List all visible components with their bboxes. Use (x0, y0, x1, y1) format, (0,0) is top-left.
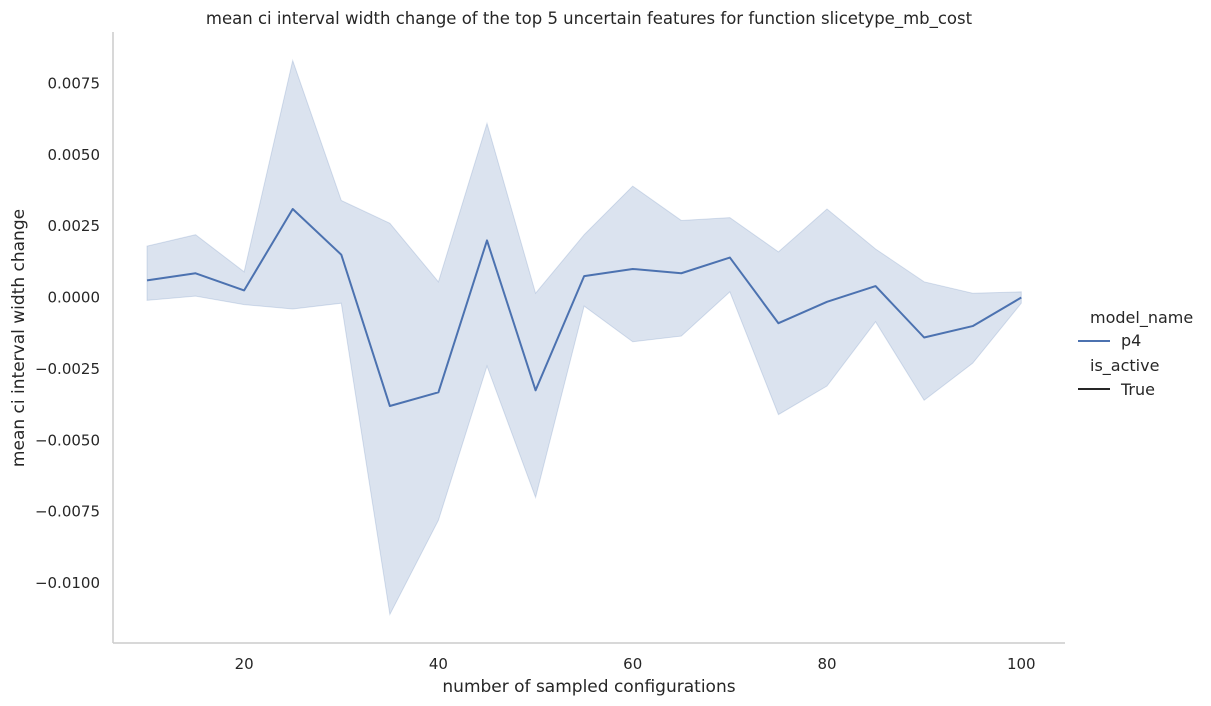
data-point (679, 271, 684, 276)
data-point (727, 255, 732, 260)
y-axis-ticks: −0.0100 −0.0075 −0.0050 −0.0025 0.0000 0.0025… (35, 74, 100, 592)
x-tick-label: 40 (429, 655, 448, 673)
legend: model_name p4 is_active True (1078, 308, 1193, 399)
data-point (242, 288, 247, 293)
x-axis-title: number of sampled configurations (442, 677, 735, 697)
confidence-band (146, 58, 1022, 617)
legend-entry-true: True (1120, 380, 1155, 399)
data-point (922, 335, 927, 340)
data-point (630, 266, 635, 271)
legend-title-hue: model_name (1090, 308, 1193, 328)
data-point (339, 252, 344, 257)
x-tick-label: 100 (1007, 655, 1036, 673)
y-tick-label: 0.0025 (48, 217, 101, 235)
y-tick-label: 0.0050 (48, 146, 101, 164)
y-tick-label: 0.0000 (48, 289, 101, 307)
data-point (776, 321, 781, 326)
y-axis-title: mean ci interval width change (9, 209, 29, 467)
data-point (145, 278, 150, 283)
y-tick-label: −0.0050 (35, 431, 100, 449)
data-point (387, 404, 392, 409)
data-point (582, 274, 587, 279)
data-point (436, 390, 441, 395)
data-point (485, 238, 490, 243)
x-tick-label: 60 (623, 655, 642, 673)
data-point (193, 271, 198, 276)
data-point (290, 207, 295, 212)
y-tick-label: −0.0025 (35, 360, 100, 378)
data-point (825, 299, 830, 304)
legend-entry-p4: p4 (1121, 331, 1141, 350)
y-tick-label: −0.0100 (35, 574, 100, 592)
y-tick-label: −0.0075 (35, 503, 100, 521)
legend-title-style: is_active (1090, 356, 1159, 376)
data-point (970, 324, 975, 329)
x-tick-label: 80 (817, 655, 836, 673)
y-tick-label: 0.0075 (48, 74, 101, 92)
plot-area (145, 58, 1024, 617)
data-point (873, 284, 878, 289)
series-line-p4 (146, 208, 1022, 408)
data-point (1019, 295, 1024, 300)
chart-title: mean ci interval width change of the top… (206, 9, 973, 29)
x-tick-label: 20 (235, 655, 254, 673)
data-point (533, 388, 538, 393)
x-axis-ticks: 20 40 60 80 100 (235, 655, 1036, 673)
